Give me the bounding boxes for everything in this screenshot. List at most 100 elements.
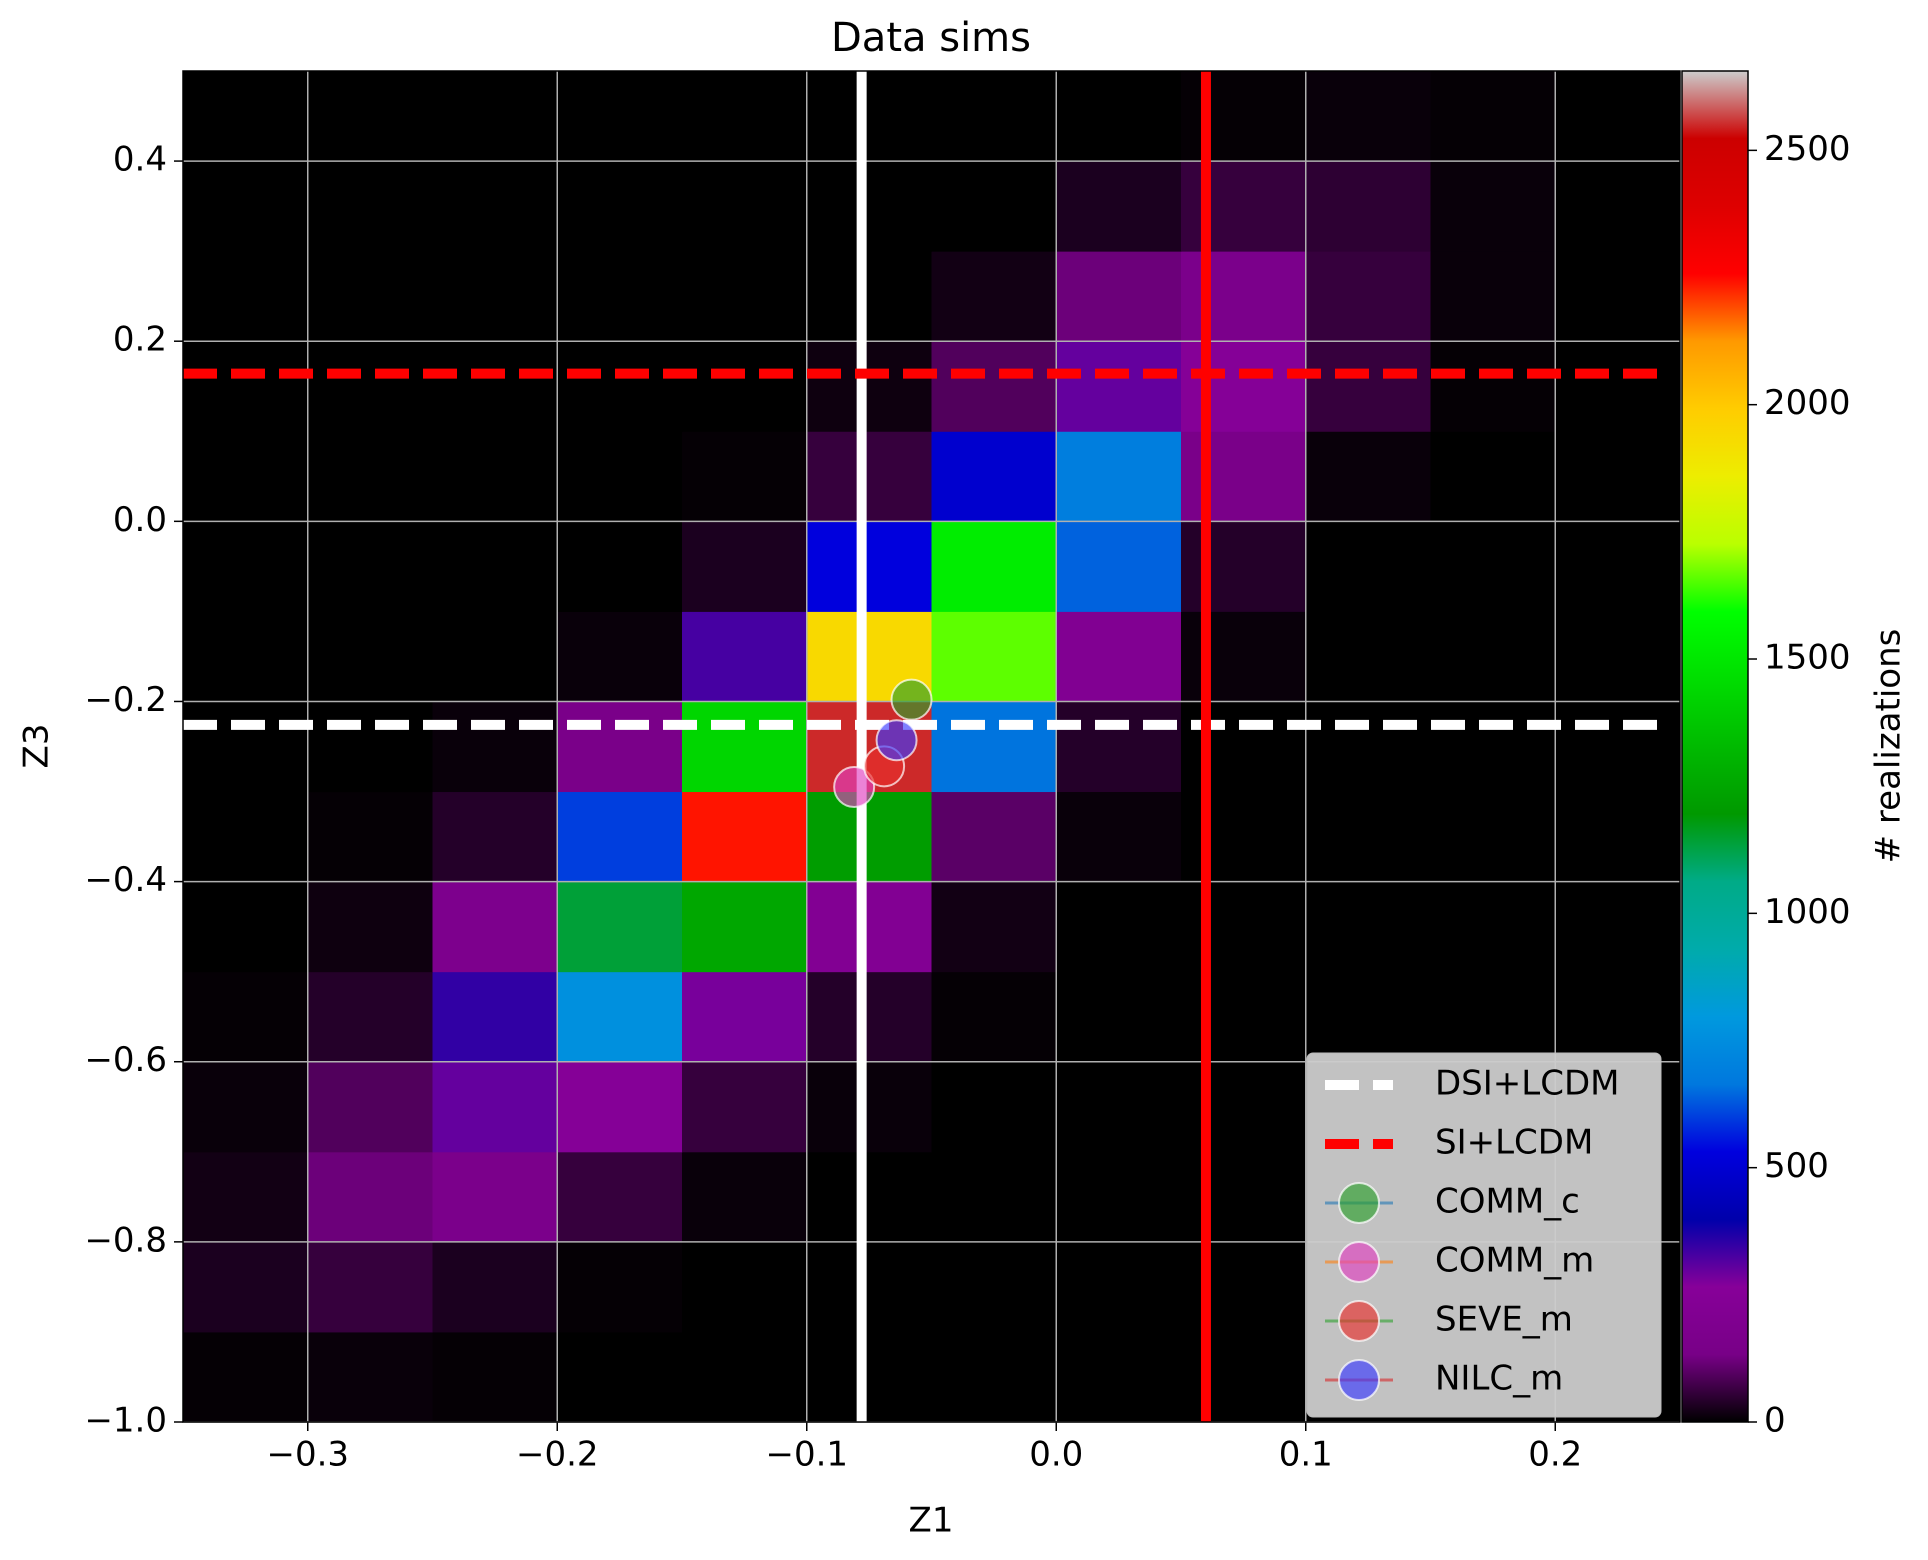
- heatmap-cell: [1555, 161, 1680, 252]
- heatmap-cell: [1430, 791, 1556, 883]
- x-tick-label: −0.1: [765, 1435, 848, 1475]
- heatmap-cell: [931, 1061, 1057, 1153]
- heatmap-cell: [183, 1061, 309, 1153]
- heatmap-cell: [1056, 521, 1182, 612]
- heatmap-cell: [1430, 341, 1556, 432]
- heatmap-cell: [931, 791, 1057, 883]
- heatmap-cell: [1430, 521, 1556, 612]
- heatmap-cell: [1555, 791, 1680, 883]
- heatmap-cell: [1430, 161, 1556, 252]
- heatmap-cell: [682, 881, 808, 973]
- heatmap-cell: [307, 161, 433, 252]
- heatmap-cell: [1305, 431, 1431, 522]
- heatmap-cell: [557, 431, 683, 522]
- heatmap-cell: [1181, 1241, 1307, 1333]
- heatmap-cell: [682, 71, 808, 162]
- heatmap-cell: [1305, 971, 1431, 1063]
- heatmap-cell: [557, 161, 683, 252]
- heatmap-cell: [1181, 521, 1307, 612]
- heatmap-cell: [557, 1331, 683, 1422]
- legend-swatch-marker: [1338, 1182, 1380, 1224]
- heatmap-cell: [1181, 611, 1307, 702]
- y-axis-label: Z3: [17, 724, 57, 769]
- heatmap-cell: [557, 611, 683, 702]
- colorbar-tick-label: 2500: [1764, 129, 1851, 169]
- heatmap-cell: [183, 71, 309, 162]
- heatmap-cell: [1430, 71, 1556, 162]
- heatmap-cell: [557, 521, 683, 612]
- heatmap-cell: [1305, 881, 1431, 973]
- heatmap-cell: [682, 251, 808, 342]
- heatmap-cell: [557, 1151, 683, 1243]
- data-point: [833, 766, 876, 809]
- heatmap-cell: [1430, 881, 1556, 973]
- heatmap-cell: [806, 791, 932, 883]
- heatmap-cell: [183, 881, 309, 973]
- legend-swatch-marker: [1338, 1359, 1380, 1401]
- heatmap-cell: [307, 971, 433, 1063]
- legend: DSI+LCDM SI+LCDM COMM_c COMM_m SEVE_m NILC_m: [1306, 1052, 1662, 1418]
- heatmap-cell: [1056, 1241, 1182, 1333]
- heatmap-cell: [1305, 791, 1431, 883]
- heatmap-cell: [1056, 1061, 1182, 1153]
- heatmap-cell: [1305, 701, 1431, 793]
- y-tick-label: −0.6: [84, 1040, 167, 1080]
- heatmap-cell: [931, 881, 1057, 973]
- heatmap-cell: [183, 161, 309, 252]
- heatmap-cell: [806, 1331, 932, 1422]
- heatmap-cell: [1056, 431, 1182, 522]
- heatmap-cell: [1555, 611, 1680, 702]
- heatmap-cell: [806, 431, 932, 522]
- heatmap-cell: [1430, 701, 1556, 793]
- heatmap-cell: [307, 341, 433, 432]
- x-tick-label: 0.2: [1528, 1435, 1582, 1475]
- heatmap-cell: [183, 791, 309, 883]
- heatmap-cell: [931, 161, 1057, 252]
- legend-swatch-marker: [1338, 1241, 1380, 1283]
- heatmap-cell: [1181, 971, 1307, 1063]
- heatmap-cell: [432, 1151, 558, 1243]
- heatmap-cell: [1305, 71, 1431, 162]
- heatmap-cell: [183, 1151, 309, 1243]
- heatmap-cell: [1056, 71, 1182, 162]
- heatmap-cell: [1181, 161, 1307, 252]
- heatmap-cell: [432, 521, 558, 612]
- heatmap-cell: [682, 611, 808, 702]
- heatmap-cell: [557, 1241, 683, 1333]
- y-tick-label: −0.2: [84, 680, 167, 720]
- heatmap-cell: [1305, 161, 1431, 252]
- heatmap-cell: [682, 1151, 808, 1243]
- heatmap-cell: [931, 71, 1057, 162]
- heatmap-cell: [1181, 431, 1307, 522]
- colorbar-tick-label: 1500: [1764, 638, 1851, 678]
- heatmap-cell: [1305, 521, 1431, 612]
- heatmap-cell: [432, 431, 558, 522]
- heatmap-cell: [183, 251, 309, 342]
- heatmap-cell: [682, 1241, 808, 1333]
- heatmap-cell: [307, 521, 433, 612]
- heatmap-cell: [931, 341, 1057, 432]
- heatmap-cell: [307, 431, 433, 522]
- heatmap-cell: [1181, 1331, 1307, 1422]
- heatmap-cell: [1056, 881, 1182, 973]
- heatmap-cell: [682, 161, 808, 252]
- heatmap-cell: [806, 1061, 932, 1153]
- heatmap-cell: [931, 701, 1057, 793]
- heatmap-cell: [1555, 971, 1680, 1063]
- heatmap-cell: [1181, 1151, 1307, 1243]
- heatmap-cell: [183, 611, 309, 702]
- heatmap-cell: [1305, 341, 1431, 432]
- heatmap-cell: [557, 341, 683, 432]
- heatmap-cell: [682, 971, 808, 1063]
- heatmap-cell: [806, 251, 932, 342]
- heatmap-cell: [1181, 251, 1307, 342]
- heatmap-cell: [307, 1151, 433, 1243]
- heatmap-cell: [307, 71, 433, 162]
- y-tick-label: −0.4: [84, 860, 167, 900]
- heatmap-cell: [432, 1331, 558, 1422]
- heatmap-cell: [931, 521, 1057, 612]
- heatmap-cell: [557, 881, 683, 973]
- heatmap-cell: [1056, 611, 1182, 702]
- heatmap-cell: [931, 1241, 1057, 1333]
- colorbar-tick-label: 500: [1764, 1146, 1829, 1186]
